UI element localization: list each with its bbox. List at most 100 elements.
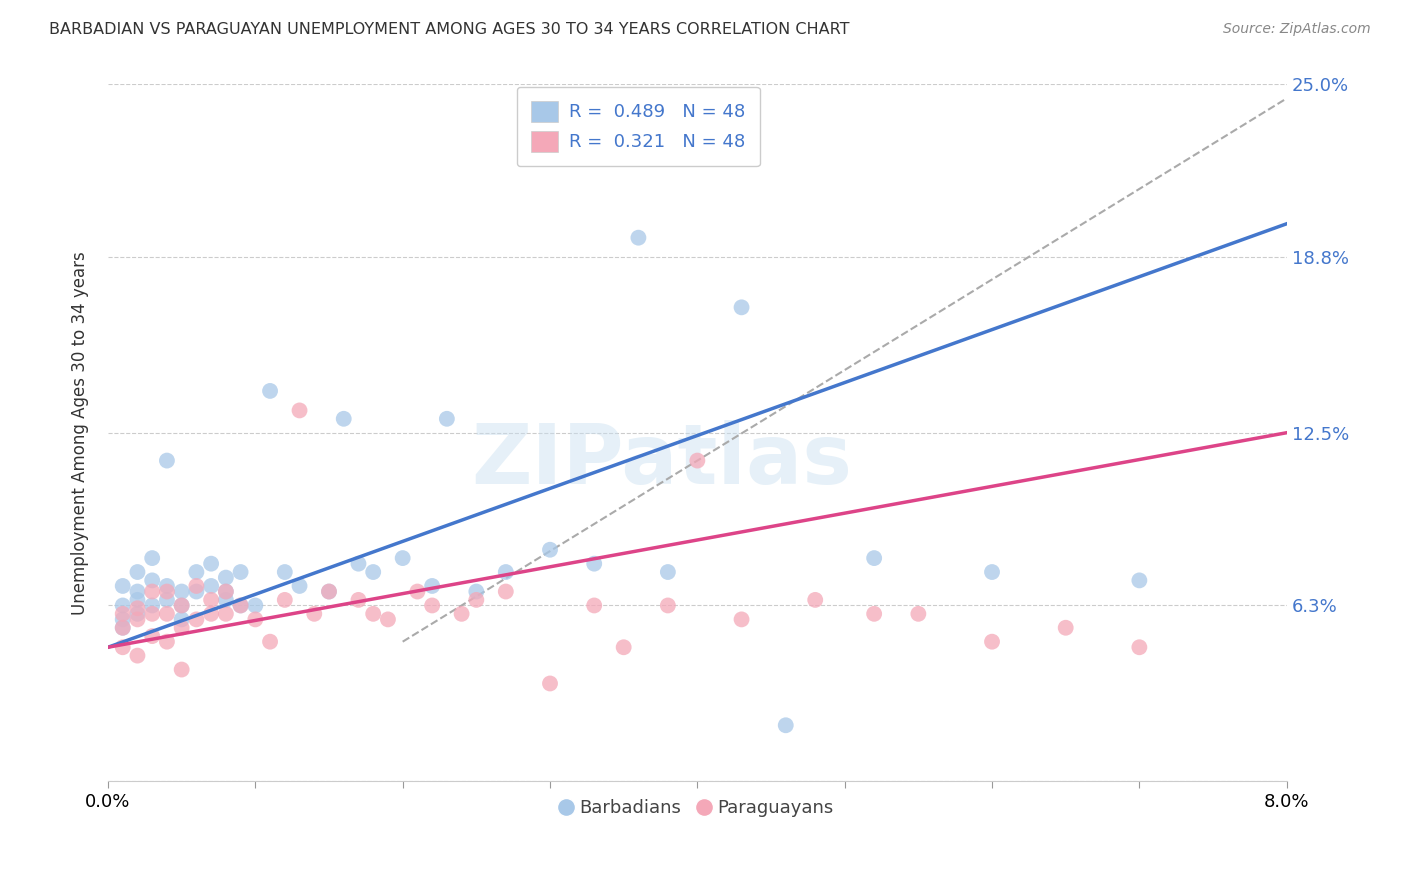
Point: [215, 593, 238, 607]
Point: [304, 607, 326, 621]
Point: [141, 584, 163, 599]
Point: [361, 565, 384, 579]
Point: [495, 584, 517, 599]
Point: [804, 593, 827, 607]
Point: [127, 648, 149, 663]
Point: [347, 593, 370, 607]
Point: [127, 565, 149, 579]
Point: [111, 599, 134, 613]
Point: [200, 557, 222, 571]
Point: [141, 599, 163, 613]
Point: [141, 607, 163, 621]
Point: [730, 612, 752, 626]
Point: [111, 612, 134, 626]
Point: [170, 584, 193, 599]
Point: [465, 584, 488, 599]
Point: [111, 579, 134, 593]
Point: [332, 411, 354, 425]
Point: [215, 571, 238, 585]
Point: [111, 607, 134, 621]
Point: [730, 301, 752, 315]
Point: [156, 634, 179, 648]
Point: [1128, 640, 1150, 655]
Point: [127, 612, 149, 626]
Point: [200, 593, 222, 607]
Point: [981, 565, 1004, 579]
Point: [436, 411, 458, 425]
Point: [981, 634, 1004, 648]
Point: [156, 607, 179, 621]
Point: [127, 607, 149, 621]
Text: BARBADIAN VS PARAGUAYAN UNEMPLOYMENT AMONG AGES 30 TO 34 YEARS CORRELATION CHART: BARBADIAN VS PARAGUAYAN UNEMPLOYMENT AMO…: [49, 22, 849, 37]
Point: [111, 640, 134, 655]
Y-axis label: Unemployment Among Ages 30 to 34 years: Unemployment Among Ages 30 to 34 years: [72, 251, 89, 615]
Point: [288, 579, 311, 593]
Point: [391, 551, 413, 566]
Text: ZIPatlas: ZIPatlas: [471, 420, 852, 501]
Point: [156, 453, 179, 467]
Point: [215, 584, 238, 599]
Point: [141, 629, 163, 643]
Point: [170, 621, 193, 635]
Point: [420, 599, 443, 613]
Point: [863, 607, 886, 621]
Point: [583, 599, 606, 613]
Point: [538, 542, 561, 557]
Point: [186, 584, 208, 599]
Point: [583, 557, 606, 571]
Point: [420, 579, 443, 593]
Point: [186, 579, 208, 593]
Legend: Barbadians, Paraguayans: Barbadians, Paraguayans: [554, 792, 841, 824]
Point: [170, 599, 193, 613]
Point: [186, 612, 208, 626]
Point: [215, 584, 238, 599]
Point: [127, 601, 149, 615]
Point: [156, 584, 179, 599]
Point: [318, 584, 340, 599]
Point: [245, 599, 267, 613]
Point: [156, 593, 179, 607]
Point: [274, 593, 297, 607]
Point: [127, 584, 149, 599]
Point: [229, 565, 252, 579]
Point: [288, 403, 311, 417]
Point: [495, 565, 517, 579]
Point: [538, 676, 561, 690]
Point: [657, 565, 679, 579]
Point: [229, 599, 252, 613]
Point: [613, 640, 636, 655]
Point: [347, 557, 370, 571]
Point: [627, 230, 650, 244]
Point: [229, 599, 252, 613]
Point: [775, 718, 797, 732]
Point: [259, 634, 281, 648]
Point: [215, 607, 238, 621]
Point: [141, 551, 163, 566]
Point: [127, 593, 149, 607]
Point: [259, 384, 281, 398]
Point: [170, 663, 193, 677]
Point: [1128, 574, 1150, 588]
Point: [170, 612, 193, 626]
Point: [406, 584, 429, 599]
Point: [200, 579, 222, 593]
Point: [657, 599, 679, 613]
Point: [111, 621, 134, 635]
Point: [686, 453, 709, 467]
Point: [200, 607, 222, 621]
Point: [156, 579, 179, 593]
Point: [465, 593, 488, 607]
Point: [141, 574, 163, 588]
Point: [907, 607, 929, 621]
Point: [377, 612, 399, 626]
Point: [111, 621, 134, 635]
Point: [1054, 621, 1077, 635]
Point: [274, 565, 297, 579]
Point: [186, 565, 208, 579]
Point: [318, 584, 340, 599]
Text: Source: ZipAtlas.com: Source: ZipAtlas.com: [1223, 22, 1371, 37]
Point: [450, 607, 472, 621]
Point: [863, 551, 886, 566]
Point: [170, 599, 193, 613]
Point: [245, 612, 267, 626]
